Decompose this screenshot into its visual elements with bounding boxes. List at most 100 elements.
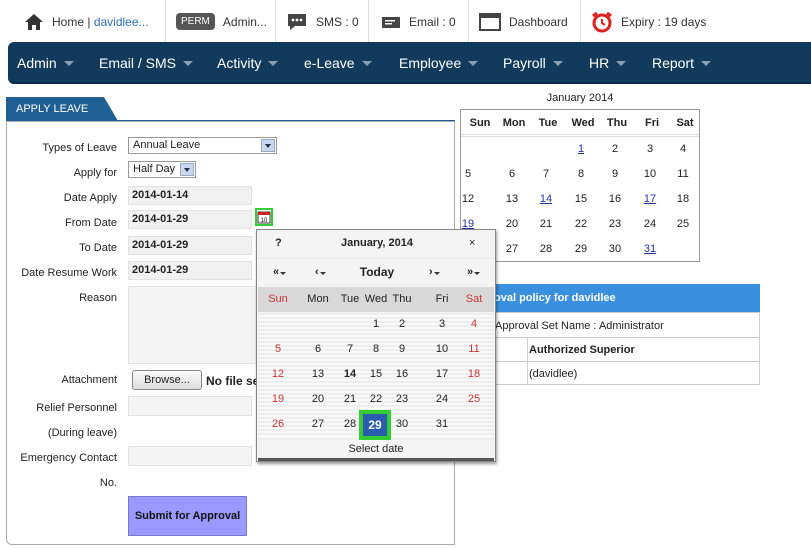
next-month-button[interactable]: › xyxy=(429,266,440,278)
popup-day[interactable]: 9 xyxy=(398,343,406,355)
close-icon[interactable]: × xyxy=(469,237,476,249)
popup-weekday: Sun xyxy=(268,293,288,305)
apply-for-value: Half Day xyxy=(133,163,176,175)
to-date-field[interactable]: 2014-01-29 xyxy=(128,236,252,255)
top-bar: Home | davidlee... PERM Admin... SMS : 0… xyxy=(0,0,811,43)
right-cal-day-link[interactable]: 19 xyxy=(461,218,475,230)
chat-icon xyxy=(288,13,306,30)
next-year-button[interactable]: » xyxy=(467,266,481,278)
right-cal-weekday: Wed xyxy=(571,117,595,129)
popup-day[interactable]: 5 xyxy=(274,343,282,355)
popup-day[interactable]: 11 xyxy=(468,343,480,355)
home-link[interactable]: Home | davidlee... xyxy=(24,0,166,43)
popup-day[interactable]: 10 xyxy=(435,343,449,355)
nav-report[interactable]: Report xyxy=(652,55,712,71)
email-label: Email : 0 xyxy=(409,14,456,29)
reason-textarea[interactable] xyxy=(128,286,258,364)
prev-year-button[interactable]: « xyxy=(273,266,287,278)
sms-label: SMS : 0 xyxy=(316,14,359,29)
popup-day[interactable]: 22 xyxy=(369,393,383,405)
nav-payroll-label: Payroll xyxy=(503,55,546,71)
popup-day[interactable]: 6 xyxy=(314,343,322,355)
popup-day[interactable]: 20 xyxy=(311,393,325,405)
sms-link[interactable]: SMS : 0 xyxy=(276,0,369,43)
popup-day[interactable]: 28 xyxy=(343,418,357,430)
chevron-down-icon xyxy=(63,60,74,66)
popup-day-selected[interactable]: 29 xyxy=(359,410,391,440)
apply-leave-tab[interactable]: APPLY LEAVE xyxy=(6,97,104,121)
right-cal-day-link[interactable]: 1 xyxy=(577,143,585,155)
popup-day[interactable]: 8 xyxy=(372,343,380,355)
types-of-leave-select[interactable]: Annual Leave xyxy=(128,137,277,154)
chevron-down-icon xyxy=(183,60,194,66)
nav-activity-label: Activity xyxy=(217,55,262,71)
calendar-button[interactable]: 10 xyxy=(255,208,273,226)
right-cal-weekday: Sat xyxy=(676,117,694,129)
popup-day[interactable]: 17 xyxy=(435,368,449,380)
nav-email-sms[interactable]: Email / SMS xyxy=(99,55,194,71)
popup-day[interactable]: 4 xyxy=(470,318,478,330)
popup-day[interactable]: 3 xyxy=(438,318,446,330)
types-of-leave-value: Annual Leave xyxy=(133,139,201,151)
prev-month-button[interactable]: ‹ xyxy=(315,266,326,278)
right-cal-day-link[interactable]: 17 xyxy=(643,193,657,205)
right-cal-weekday: Thu xyxy=(606,117,628,129)
relief-personnel-field[interactable] xyxy=(128,396,252,416)
right-cal-day-link[interactable]: 31 xyxy=(643,243,657,255)
emergency-contact-field[interactable] xyxy=(128,446,252,466)
popup-day[interactable]: 13 xyxy=(311,368,325,380)
from-date-field[interactable]: 2014-01-29 xyxy=(128,210,252,229)
authorized-superior-value: (davidlee) xyxy=(529,368,578,380)
email-link[interactable]: Email : 0 xyxy=(369,0,469,43)
right-cal-day: 22 xyxy=(574,218,588,230)
nav-admin[interactable]: Admin xyxy=(17,55,74,71)
label-types-of-leave: Types of Leave xyxy=(42,142,117,154)
date-resume-field[interactable]: 2014-01-29 xyxy=(128,261,252,280)
popup-day[interactable]: 25 xyxy=(467,393,481,405)
nav-activity[interactable]: Activity xyxy=(217,55,279,71)
right-cal-day: 29 xyxy=(574,243,588,255)
popup-day[interactable]: 19 xyxy=(271,393,285,405)
chevron-down-icon xyxy=(261,139,275,152)
help-button[interactable]: ? xyxy=(275,237,282,249)
popup-day[interactable]: 15 xyxy=(369,368,383,380)
submit-button[interactable]: Submit for Approval xyxy=(128,496,247,536)
popup-day[interactable]: 2 xyxy=(398,318,406,330)
dashboard-link[interactable]: Dashboard xyxy=(469,0,581,43)
popup-day[interactable]: 24 xyxy=(435,393,449,405)
popup-day[interactable]: 21 xyxy=(343,393,357,405)
popup-weekday: Thu xyxy=(392,293,412,305)
popup-day[interactable]: 14 xyxy=(343,368,357,380)
nav-payroll[interactable]: Payroll xyxy=(503,55,563,71)
popup-day[interactable]: 18 xyxy=(467,368,481,380)
nav-employee[interactable]: Employee xyxy=(399,55,479,71)
dashboard-label: Dashboard xyxy=(509,14,568,29)
popup-day[interactable]: 26 xyxy=(271,418,285,430)
popup-weekday: Mon xyxy=(307,293,329,305)
user-link[interactable]: davidlee... xyxy=(93,14,149,29)
apply-for-select[interactable]: Half Day xyxy=(128,161,196,178)
today-button[interactable]: Today xyxy=(359,265,395,279)
browse-button[interactable]: Browse... xyxy=(132,370,202,390)
popup-day[interactable]: 23 xyxy=(395,393,409,405)
label-from-date: From Date xyxy=(65,217,117,229)
label-date-apply: Date Apply xyxy=(63,192,117,204)
popup-day[interactable]: 16 xyxy=(395,368,409,380)
approval-policy-table: Approval Set Name : Administrator Author… xyxy=(460,312,760,385)
popup-footer: Select date xyxy=(348,443,404,455)
popup-day[interactable]: 12 xyxy=(271,368,285,380)
popup-day[interactable]: 7 xyxy=(346,343,354,355)
popup-day[interactable]: 30 xyxy=(395,418,409,430)
nav-hr[interactable]: HR xyxy=(589,55,627,71)
popup-weekday: Sat xyxy=(465,293,483,305)
nav-employee-label: Employee xyxy=(399,55,462,71)
right-cal-weekday: Tue xyxy=(538,117,558,129)
right-calendar-title: January 2014 xyxy=(546,92,614,104)
popup-day[interactable]: 31 xyxy=(435,418,449,430)
popup-day[interactable]: 27 xyxy=(311,418,325,430)
popup-day[interactable]: 1 xyxy=(372,318,380,330)
nav-eleave[interactable]: e-Leave xyxy=(304,55,372,71)
right-cal-weekday: Fri xyxy=(644,117,660,129)
right-cal-day-link[interactable]: 14 xyxy=(539,193,553,205)
admin-menu[interactable]: PERM Admin... xyxy=(166,0,276,43)
